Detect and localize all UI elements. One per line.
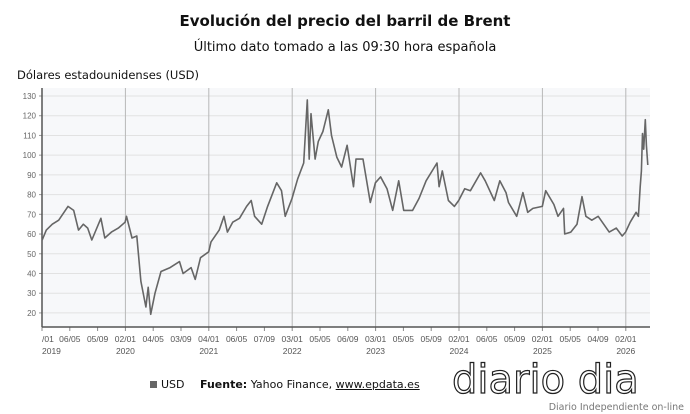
y-tick-label: 60	[27, 230, 36, 239]
y-tick-label: 40	[27, 269, 36, 278]
x-tick-label: 03/01	[365, 334, 387, 344]
legend-swatch	[150, 381, 157, 388]
x-tick-label: 04/01	[198, 334, 220, 344]
y-tick-label: 50	[27, 250, 36, 259]
x-tick-label: 07/09	[254, 334, 276, 344]
x-tick-label: 05/09	[504, 334, 526, 344]
brent-price-chart: 20 30 40 50 60 70 80 90 100 110 120 130/01 2019 06/05…	[23, 88, 650, 356]
chart-title: Evolución del precio del barril de Brent	[179, 12, 511, 30]
legend-label: USD	[161, 378, 185, 391]
x-tick-label: 02/01	[532, 334, 554, 344]
x-tick-label: 03/01	[282, 334, 304, 344]
x-tick-label: 05/09	[421, 334, 443, 344]
logo-wordmark: diario dia	[451, 357, 639, 403]
y-tick-label: 20	[27, 309, 36, 318]
x-tick-label: 06/05	[476, 334, 498, 344]
y-tick-label: 70	[27, 210, 36, 219]
x-year-label: 2019	[42, 346, 61, 356]
series-line-usd	[41, 99, 649, 316]
x-year-label: 2024	[450, 346, 469, 356]
x-tick-label: 03/09	[170, 334, 192, 344]
x-tick-label: 05/05	[309, 334, 331, 344]
x-year-label: 2020	[116, 346, 135, 356]
x-tick-label: 04/09	[587, 334, 609, 344]
source-label: Fuente:	[200, 378, 248, 391]
x-year-label: 2023	[366, 346, 385, 356]
y-tick-label: 90	[27, 171, 36, 180]
y-tick-label: 120	[23, 112, 37, 121]
y-tick-label: 110	[23, 131, 36, 140]
source-link[interactable]: www.epdata.es	[335, 378, 420, 391]
x-year-label: 2026	[616, 346, 635, 356]
x-tick-label: /01	[42, 334, 54, 344]
y-tick-label: 130	[23, 92, 37, 101]
x-year-label: 2022	[283, 346, 302, 356]
x-year-label: 2021	[199, 346, 218, 356]
source-text: Yahoo Finance,	[250, 378, 333, 391]
x-tick-label: 02/01	[448, 334, 470, 344]
y-tick-label: 30	[27, 289, 36, 298]
y-tick-label: 80	[27, 191, 36, 200]
x-tick-label: 06/05	[59, 334, 81, 344]
y-tick-label: 100	[23, 151, 37, 160]
x-tick-label: 02/01	[115, 334, 137, 344]
x-year-label: 2025	[533, 346, 552, 356]
source-note: Fuente: Yahoo Finance, www.epdata.es	[200, 378, 420, 391]
x-tick-label: 06/05	[226, 334, 248, 344]
x-tick-label: 06/09	[337, 334, 359, 344]
x-tick-label: 05/09	[87, 334, 109, 344]
plot-background	[42, 88, 650, 327]
logo-tagline: Diario Independiente on-line	[548, 402, 684, 413]
y-axis-label: Dólares estadounidenses (USD)	[17, 68, 199, 82]
diario-dia-logo: diario dia Diario Independiente on-line	[451, 357, 688, 414]
x-tick-label: 05/05	[560, 334, 582, 344]
x-tick-label: 05/05	[393, 334, 415, 344]
x-tick-label: 02/01	[615, 334, 637, 344]
chart-subtitle: Último dato tomado a las 09:30 hora espa…	[193, 40, 497, 55]
legend[interactable]: USD	[150, 378, 185, 391]
x-tick-label: 04/05	[143, 334, 165, 344]
